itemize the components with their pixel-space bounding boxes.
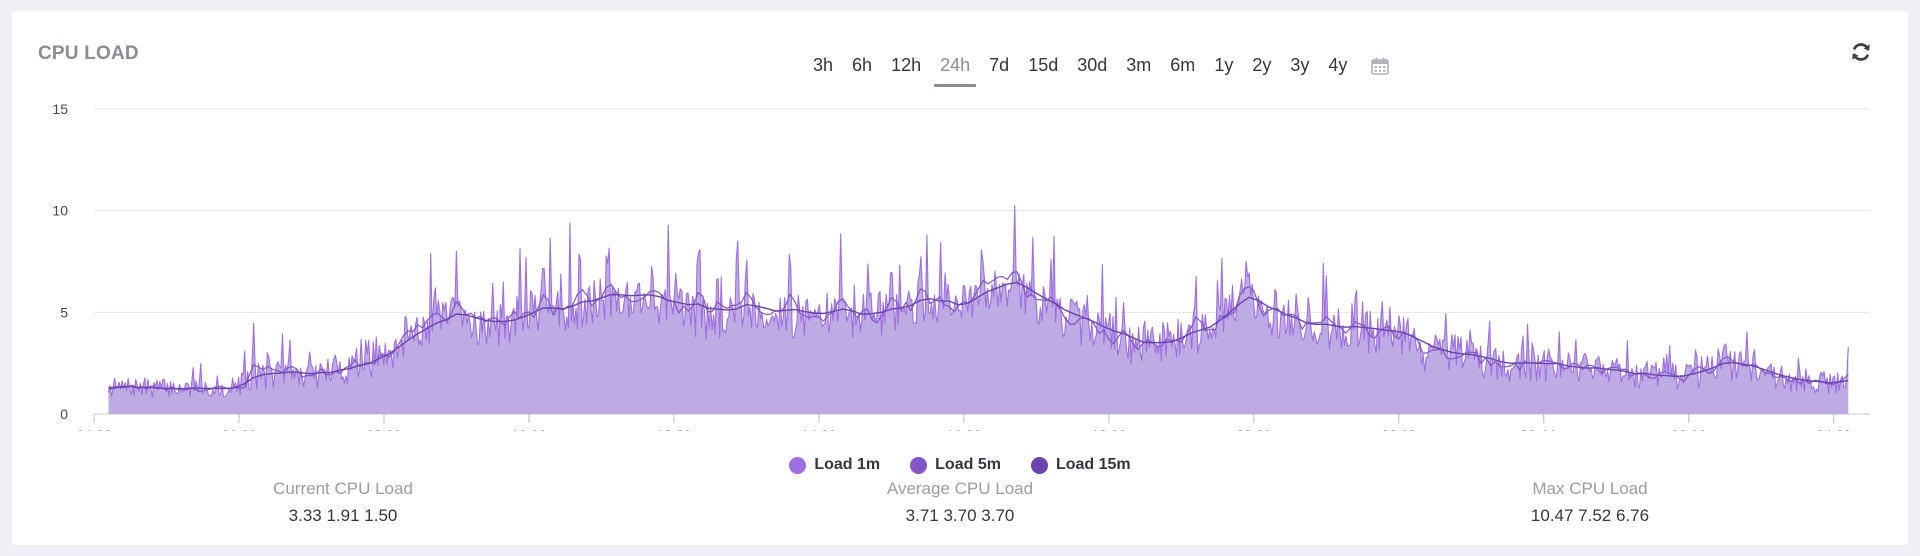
x-tick-label: 02:00 — [1671, 427, 1706, 431]
range-3y[interactable]: 3y — [1290, 55, 1310, 75]
series-area-load-1m — [108, 205, 1849, 414]
range-12h[interactable]: 12h — [891, 55, 922, 75]
stat-average-load: Average CPU Load 3.71 3.70 3.70 — [810, 479, 1110, 526]
x-tick-label: 16:00 — [946, 427, 981, 431]
x-tick-label: 10:00 — [511, 427, 546, 431]
range-1y[interactable]: 1y — [1214, 55, 1234, 75]
legend-label-load-5m: Load 5m — [935, 456, 1001, 473]
time-range-selector: 3h 6h 12h 24h 7d 15d 30d 3m 6m 1y 2y 3y … — [807, 45, 1390, 87]
legend-marker-load-15m — [1030, 456, 1048, 474]
range-2y[interactable]: 2y — [1252, 55, 1272, 75]
legend-item-load-5m[interactable]: Load 5m — [910, 456, 1001, 474]
plot-area — [107, 205, 1849, 414]
y-tick-label: 10 — [52, 203, 68, 219]
legend-label-load-15m: Load 15m — [1055, 456, 1131, 473]
range-3m[interactable]: 3m — [1126, 55, 1152, 75]
y-tick-label: 15 — [52, 101, 68, 117]
y-tick-label: 5 — [60, 304, 68, 320]
stat-max-load: Max CPU Load 10.47 7.52 6.76 — [1440, 479, 1740, 526]
legend-label-load-1m: Load 1m — [814, 456, 881, 473]
legend-item-load-1m[interactable]: Load 1m — [789, 456, 880, 474]
range-6h[interactable]: 6h — [852, 55, 873, 75]
y-tick-label: 0 — [60, 406, 68, 422]
panel-title: CPU LOAD — [38, 43, 139, 64]
series-line-load-15m — [108, 281, 1849, 390]
range-30d[interactable]: 30d — [1077, 55, 1108, 75]
legend-marker-load-5m — [910, 456, 928, 474]
x-tick-label: 04:00 — [1816, 427, 1851, 431]
stat-average-value: 3.71 3.70 3.70 — [905, 506, 1015, 525]
legend-item-load-15m[interactable]: Load 15m — [1030, 456, 1131, 474]
stat-max-value: 10.47 7.52 6.76 — [1530, 506, 1650, 525]
refresh-icon[interactable] — [1850, 41, 1872, 63]
stat-current-label: Current CPU Load — [273, 479, 413, 498]
stat-current-value: 3.33 1.91 1.50 — [288, 506, 398, 525]
x-tick-label: 14:00 — [801, 427, 836, 431]
range-3h[interactable]: 3h — [813, 55, 834, 75]
x-tick-label: 04:00 — [76, 427, 111, 431]
range-7d[interactable]: 7d — [989, 55, 1010, 75]
cpu-load-panel: CPU LOAD 3h 6h 12h 24h 7d 15d 30d 3m 6m … — [12, 11, 1908, 545]
x-tick-label: 20. Mar — [1520, 427, 1568, 431]
x-tick-label: 08:00 — [366, 427, 401, 431]
series-line-load-1m — [107, 205, 1849, 398]
x-tick-label: 06:00 — [221, 427, 256, 431]
range-24h[interactable]: 24h — [934, 45, 977, 87]
stat-average-label: Average CPU Load — [886, 479, 1034, 498]
x-axis: 04:00 06:00 08:00 10:00 12:00 14:00 16:00 18:00… — [76, 414, 1851, 431]
legend-marker-load-1m — [789, 456, 807, 474]
y-axis-labels: 0 5 10 15 — [52, 101, 68, 422]
x-tick-label: 22:00 — [1381, 427, 1416, 431]
x-tick-label: 12:00 — [656, 427, 691, 431]
range-6m[interactable]: 6m — [1170, 55, 1196, 75]
x-tick-label: 18:00 — [1091, 427, 1126, 431]
x-tick-label: 20:00 — [1236, 427, 1271, 431]
calendar-icon[interactable] — [1370, 56, 1390, 76]
stat-current-load: Current CPU Load 3.33 1.91 1.50 — [193, 479, 493, 526]
range-4y[interactable]: 4y — [1328, 55, 1348, 75]
chart-legend: Load 1m Load 5m Load 15m — [12, 456, 1908, 474]
range-15d[interactable]: 15d — [1028, 55, 1059, 75]
stat-max-label: Max CPU Load — [1532, 479, 1648, 498]
cpu-load-chart: 0 5 10 15 04:00 06:00 08:00 10:00 12:00 14:00 16:… — [52, 101, 1870, 431]
